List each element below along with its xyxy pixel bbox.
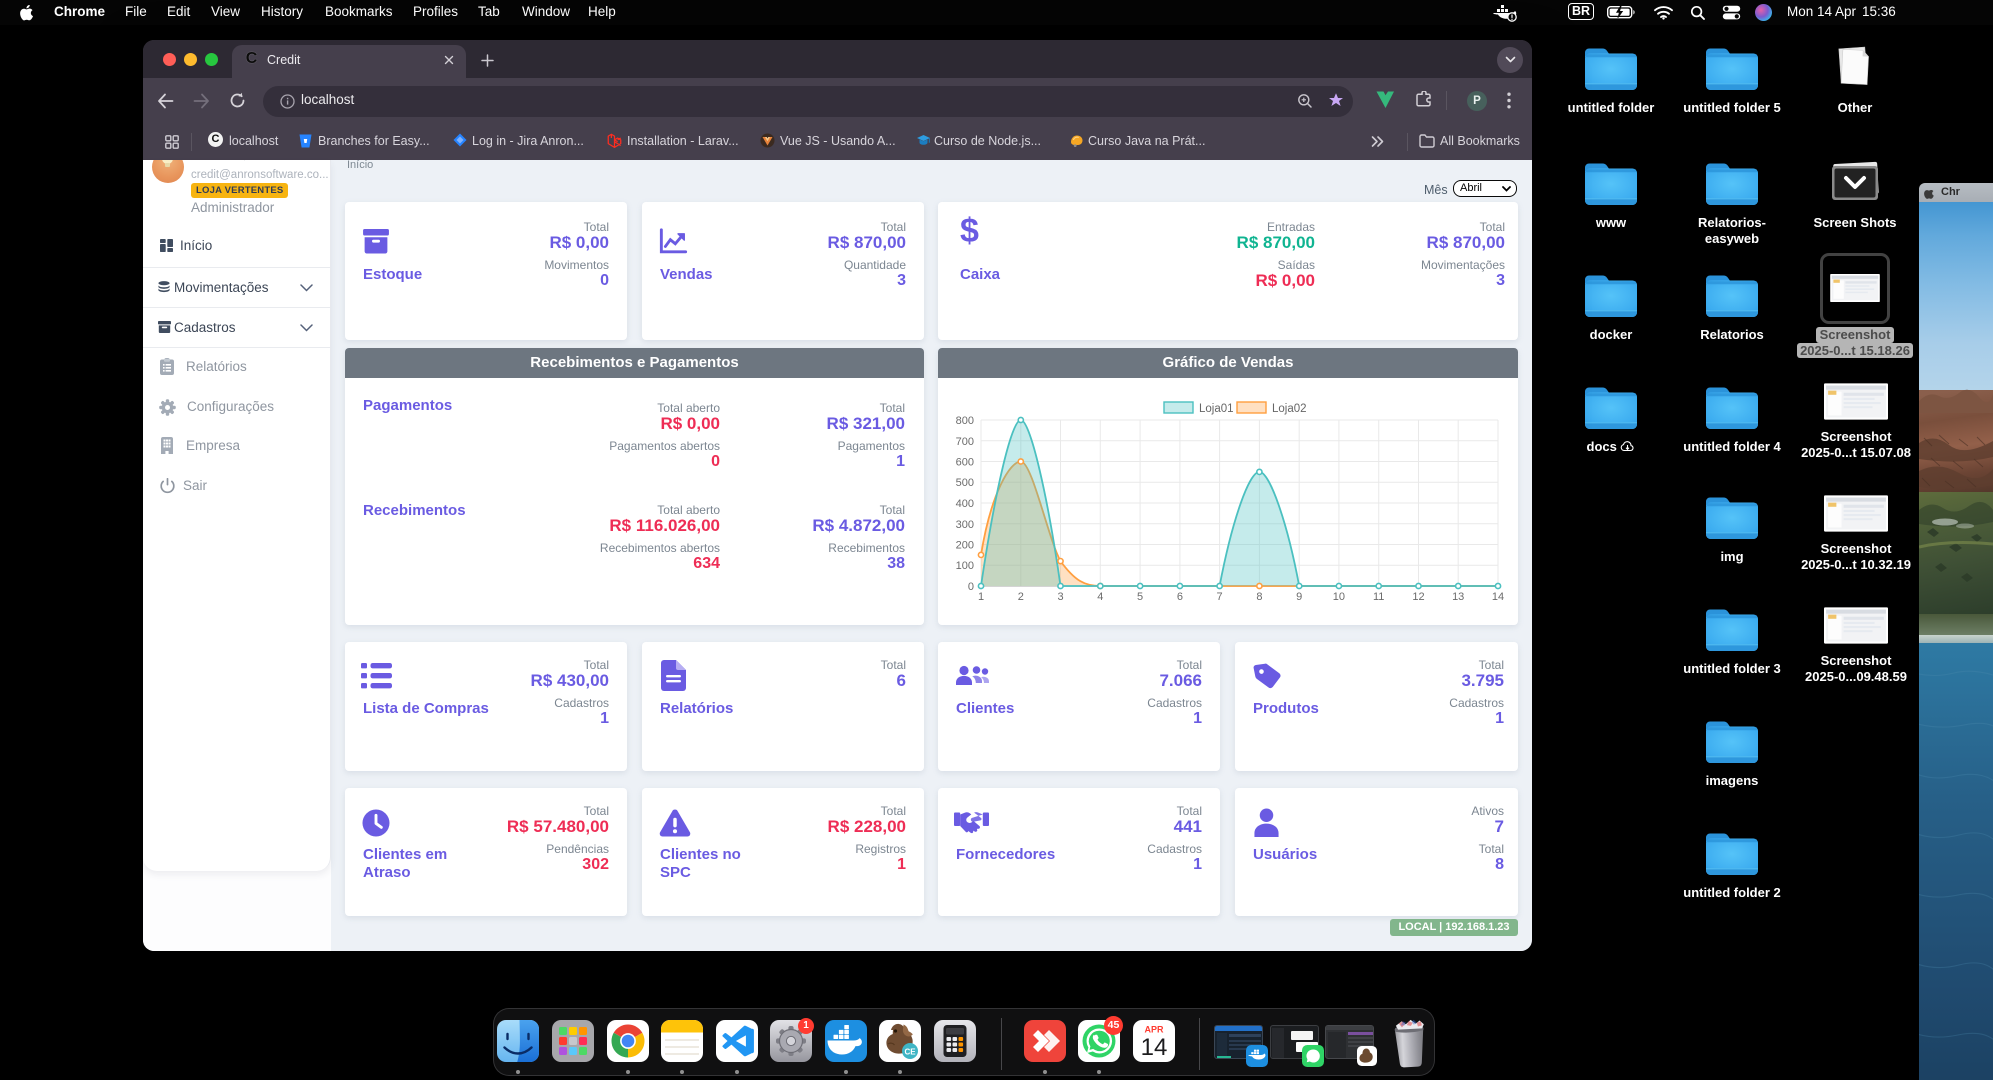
svg-text:8: 8	[1256, 591, 1262, 603]
svg-text:13: 13	[1452, 591, 1464, 603]
svg-text:0: 0	[968, 581, 974, 593]
svg-text:11: 11	[1373, 591, 1384, 603]
svg-text:600: 600	[956, 457, 974, 469]
svg-text:2: 2	[1018, 591, 1024, 603]
svg-text:6: 6	[1177, 591, 1183, 603]
svg-text:3: 3	[1057, 591, 1063, 603]
svg-text:7: 7	[1217, 591, 1223, 603]
svg-text:12: 12	[1412, 591, 1424, 603]
svg-text:9: 9	[1296, 591, 1302, 603]
svg-text:200: 200	[956, 540, 974, 552]
svg-text:CE: CE	[904, 1047, 916, 1056]
svg-text:100: 100	[956, 560, 974, 572]
svg-text:700: 700	[956, 436, 974, 448]
svg-text:14: 14	[1140, 1034, 1167, 1061]
svg-text:10: 10	[1333, 591, 1345, 603]
svg-text:300: 300	[956, 519, 974, 531]
svg-text:APR: APR	[1144, 1025, 1164, 1035]
svg-text:5: 5	[1137, 591, 1143, 603]
svg-text:Loja02: Loja02	[1272, 403, 1307, 415]
svg-text:1: 1	[978, 591, 984, 603]
svg-text:800: 800	[956, 415, 974, 427]
svg-text:400: 400	[956, 498, 974, 510]
svg-text:14: 14	[1492, 591, 1504, 603]
svg-text:4: 4	[1097, 591, 1103, 603]
svg-text:500: 500	[956, 477, 974, 489]
svg-text:Loja01: Loja01	[1199, 403, 1234, 415]
